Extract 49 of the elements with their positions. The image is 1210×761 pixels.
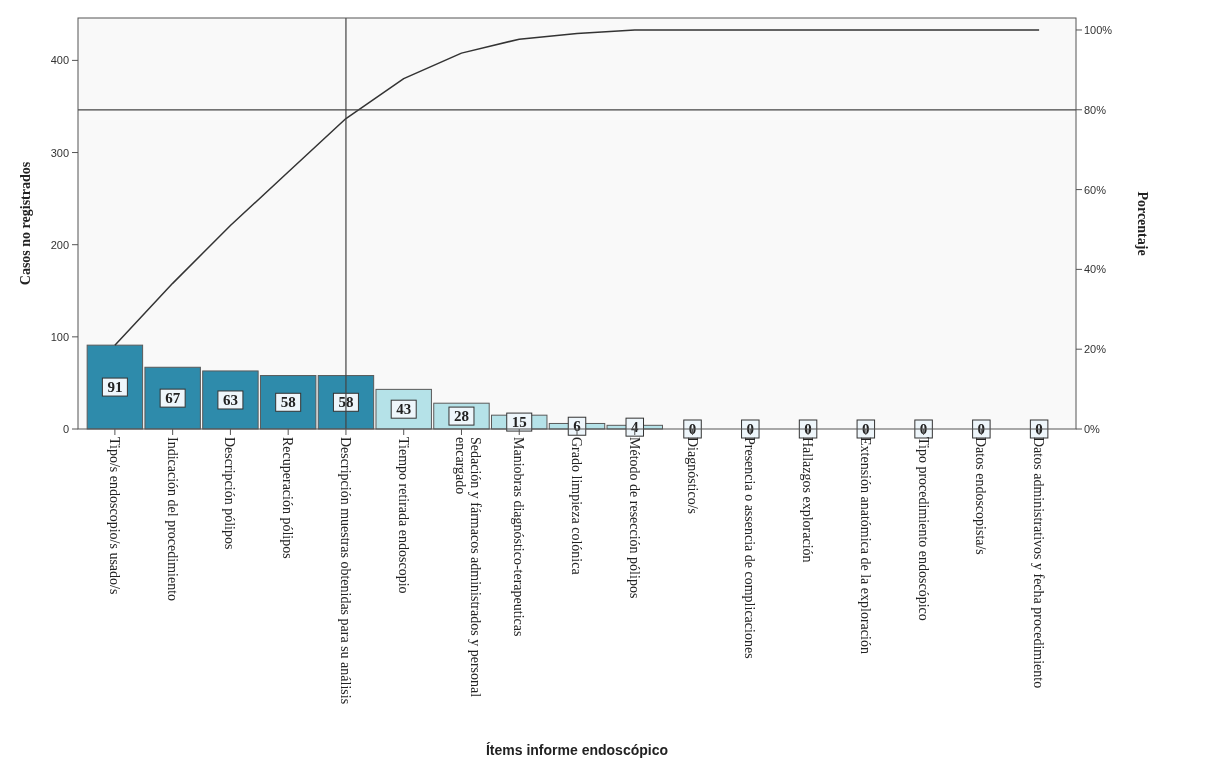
x-tick-label: Extensión anatómica de la exploración bbox=[857, 437, 873, 654]
x-tick-label: Hallazgos exploración bbox=[800, 437, 816, 563]
y2-tick-label: 80% bbox=[1084, 103, 1107, 116]
y-tick-label: 400 bbox=[50, 54, 69, 67]
x-tick-label: Tipo procedimiento endoscópico bbox=[915, 437, 931, 621]
y2-tick-label: 60% bbox=[1084, 183, 1107, 196]
x-axis-title: Ítems informe endoscópico bbox=[485, 742, 669, 758]
x-tick-label: Descripción pólipos bbox=[222, 437, 238, 550]
x-tick-label: Recuperación pólipos bbox=[280, 437, 296, 559]
line-series bbox=[114, 29, 1040, 346]
x-tick-label: Presencia o assencia de complicaciones bbox=[742, 437, 758, 659]
data-label: 0 bbox=[1035, 421, 1043, 437]
data-label: 15 bbox=[511, 414, 527, 431]
data-label: 0 bbox=[746, 421, 755, 437]
data-label: 0 bbox=[977, 421, 986, 437]
data-label: 4 bbox=[631, 419, 640, 436]
x-tick-label: Diagnóstico/s bbox=[684, 437, 700, 514]
x-tick-label: Maniobras diagnóstico-terapeuticas bbox=[511, 437, 527, 637]
x-tick-label: Datos endoscopista/s bbox=[973, 437, 989, 555]
data-label: 0 bbox=[919, 421, 928, 437]
y2-tick-label: 40% bbox=[1084, 263, 1107, 276]
y-tick-label: 0 bbox=[62, 423, 69, 435]
x-tick-label: Indicación del procedimiento bbox=[164, 437, 180, 602]
data-label: 0 bbox=[804, 421, 812, 437]
y2-tick-label: 0% bbox=[1084, 423, 1101, 435]
y2-tick-label: 100% bbox=[1084, 23, 1113, 36]
x-tick-label: Tiempo retirada endoscopio bbox=[395, 437, 411, 594]
x-tick-label: Tipo/s endoscopio/s usado/s bbox=[106, 437, 122, 595]
y-tick-label: 300 bbox=[50, 146, 69, 159]
data-label: 43 bbox=[396, 401, 412, 418]
data-label: 67 bbox=[165, 390, 181, 407]
data-label: 0 bbox=[862, 421, 870, 437]
y2-axis-title: Porcentaje bbox=[1135, 191, 1150, 256]
data-label: 91 bbox=[107, 379, 123, 396]
x-tick-label: Sedación y fármacos administrados y personal encargado bbox=[453, 437, 484, 698]
data-label: 58 bbox=[280, 394, 296, 411]
y-tick-label: 100 bbox=[50, 330, 69, 343]
data-label: 6 bbox=[573, 418, 582, 435]
y-axis-title: Casos no registrados bbox=[18, 161, 33, 286]
data-label: 58 bbox=[338, 394, 354, 411]
x-tick-label: Descripción muestras obtenidas para su análisis bbox=[337, 437, 353, 705]
x-tick-label: Método de resección pólipos bbox=[626, 437, 642, 599]
x-tick-label: Grado limpieza colónica bbox=[569, 437, 584, 576]
y-tick-label: 200 bbox=[50, 238, 69, 251]
data-label: 63 bbox=[222, 391, 238, 408]
data-label: 0 bbox=[688, 421, 697, 437]
data-label: 28 bbox=[453, 408, 469, 425]
x-tick-label: Datos administrativos y fecha procedimiento bbox=[1031, 437, 1047, 689]
y2-tick-label: 20% bbox=[1084, 343, 1107, 356]
